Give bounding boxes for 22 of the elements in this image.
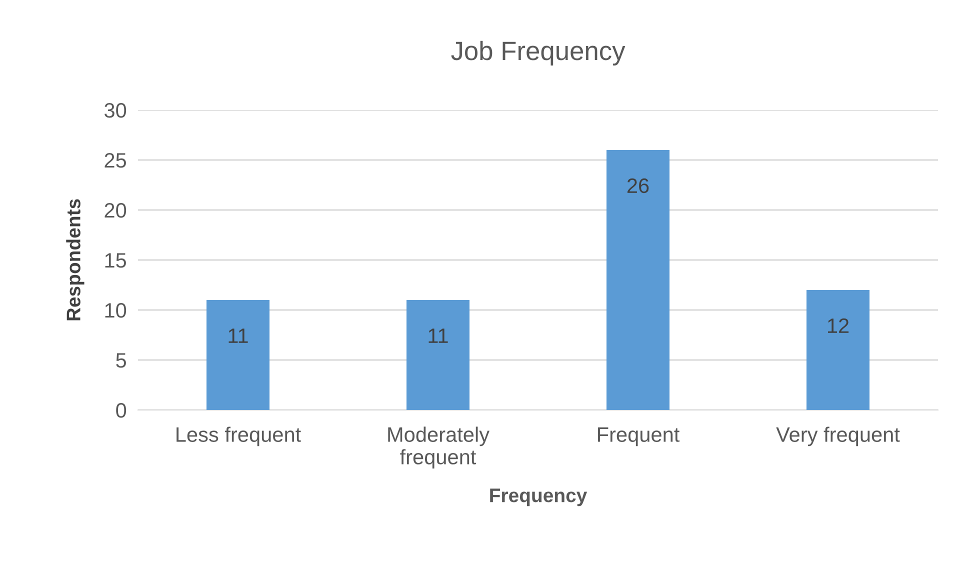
- bar: [406, 300, 470, 410]
- bar: [606, 150, 670, 410]
- data-label: 11: [428, 328, 448, 343]
- data-label: 12: [828, 318, 849, 333]
- y-tick-label: 0: [116, 403, 126, 418]
- bar: [206, 300, 270, 410]
- data-label: 11: [228, 328, 248, 343]
- bar: [806, 290, 870, 410]
- data-label: 26: [627, 178, 649, 194]
- chart-title: Job Frequency: [451, 40, 626, 66]
- x-tick-label: Moderately frequent: [388, 426, 490, 469]
- x-axis-title: Frequency: [490, 488, 588, 506]
- y-tick-label: 30: [104, 103, 126, 118]
- x-tick-label: Frequent: [598, 427, 680, 446]
- y-tick-label: 20: [104, 203, 126, 218]
- y-tick-label: 5: [116, 353, 126, 368]
- y-tick-label: 25: [104, 153, 126, 168]
- y-tick-label: 15: [105, 253, 126, 268]
- y-axis-title: Respondents: [66, 199, 84, 320]
- x-tick-label: Very frequent: [776, 426, 900, 446]
- y-tick-label: 10: [105, 303, 126, 318]
- x-tick-label: Less frequent: [176, 426, 301, 446]
